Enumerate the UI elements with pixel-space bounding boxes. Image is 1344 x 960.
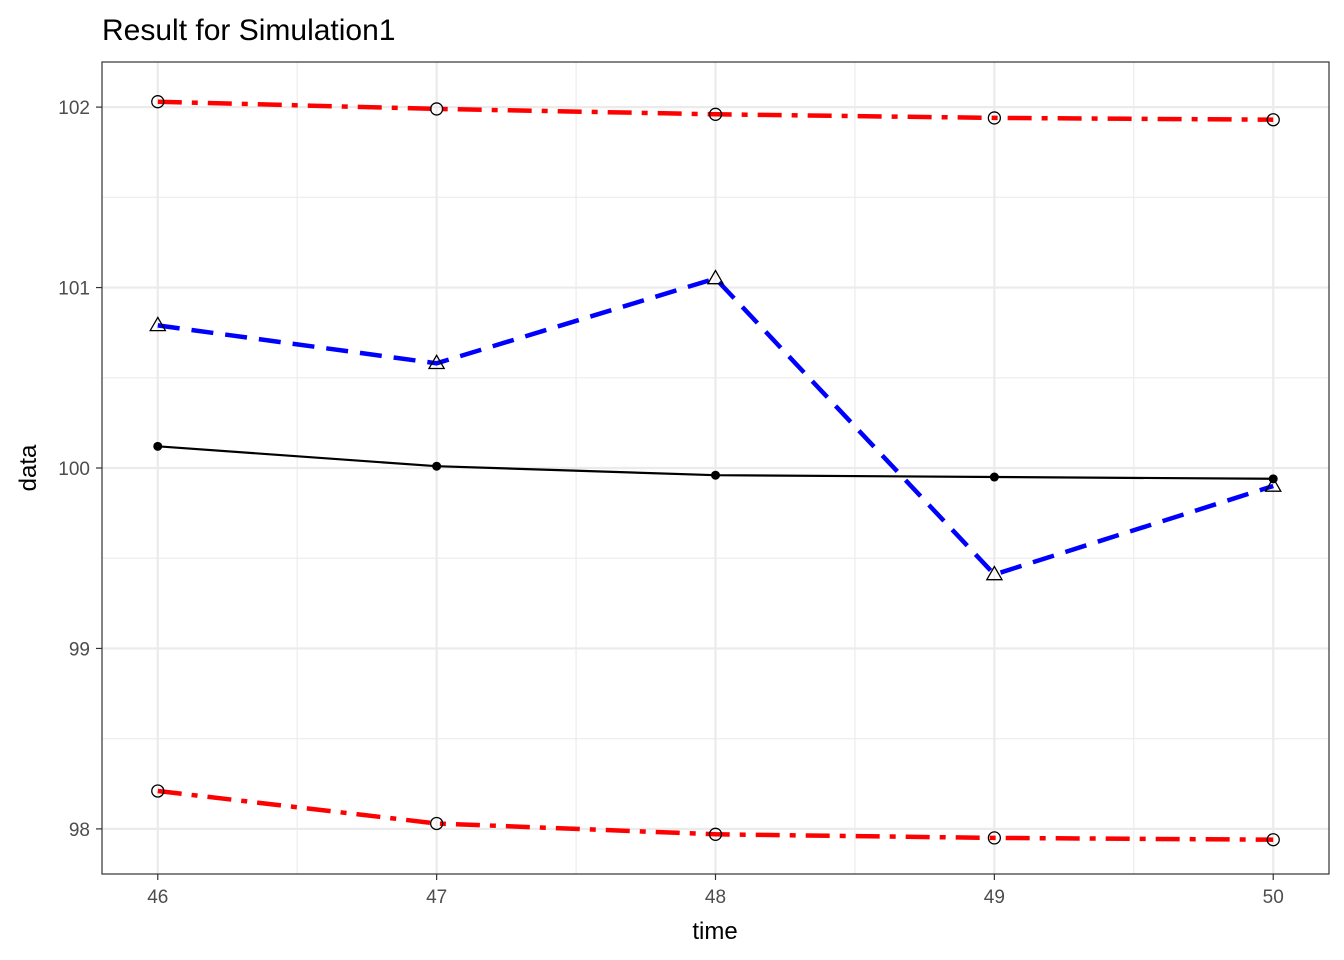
- y-tick-label: 100: [58, 459, 90, 480]
- data-point: [711, 470, 720, 480]
- data-point: [429, 102, 444, 116]
- x-axis-title: time: [692, 918, 737, 945]
- data-point: [151, 95, 165, 109]
- data-point: [1266, 113, 1280, 127]
- data-point: [987, 111, 1002, 125]
- series-1-line: [157, 99, 1274, 122]
- y-tick-label: 99: [69, 639, 90, 660]
- data-point: [427, 353, 446, 370]
- y-tick-label: 102: [58, 98, 90, 119]
- x-axis: 46 47 48 49 50: [147, 874, 1284, 908]
- chart-title: Result for Simulation1: [102, 14, 395, 47]
- data-point: [1264, 476, 1282, 492]
- data-point: [708, 827, 723, 841]
- data-point: [985, 565, 1004, 581]
- y-axis-title: data: [15, 444, 42, 491]
- data-point: [708, 107, 723, 121]
- series-3: [153, 441, 1278, 484]
- series-4: [151, 784, 1280, 847]
- data-point: [432, 461, 442, 471]
- data-point: [987, 831, 1002, 845]
- data-point: [151, 784, 165, 798]
- x-tick-label: 50: [1263, 887, 1284, 908]
- data-point: [149, 316, 167, 332]
- x-tick-label: 47: [426, 887, 447, 908]
- series-layer: [149, 95, 1282, 847]
- data-point: [706, 269, 725, 285]
- x-tick-label: 49: [984, 887, 1005, 908]
- series-2-line: [157, 275, 1274, 578]
- series-4-line: [157, 788, 1274, 842]
- y-axis: 98 99 100 101 102: [58, 98, 102, 841]
- series-1: [151, 95, 1280, 127]
- data-point: [429, 816, 444, 831]
- y-tick-label: 101: [58, 279, 90, 300]
- series-2: [149, 269, 1282, 581]
- x-tick-label: 46: [147, 887, 168, 908]
- data-point: [153, 441, 163, 451]
- data-point: [1268, 474, 1278, 484]
- y-tick-label: 98: [69, 820, 90, 841]
- data-point: [1266, 833, 1280, 847]
- data-point: [989, 472, 999, 482]
- x-tick-label: 48: [705, 887, 726, 908]
